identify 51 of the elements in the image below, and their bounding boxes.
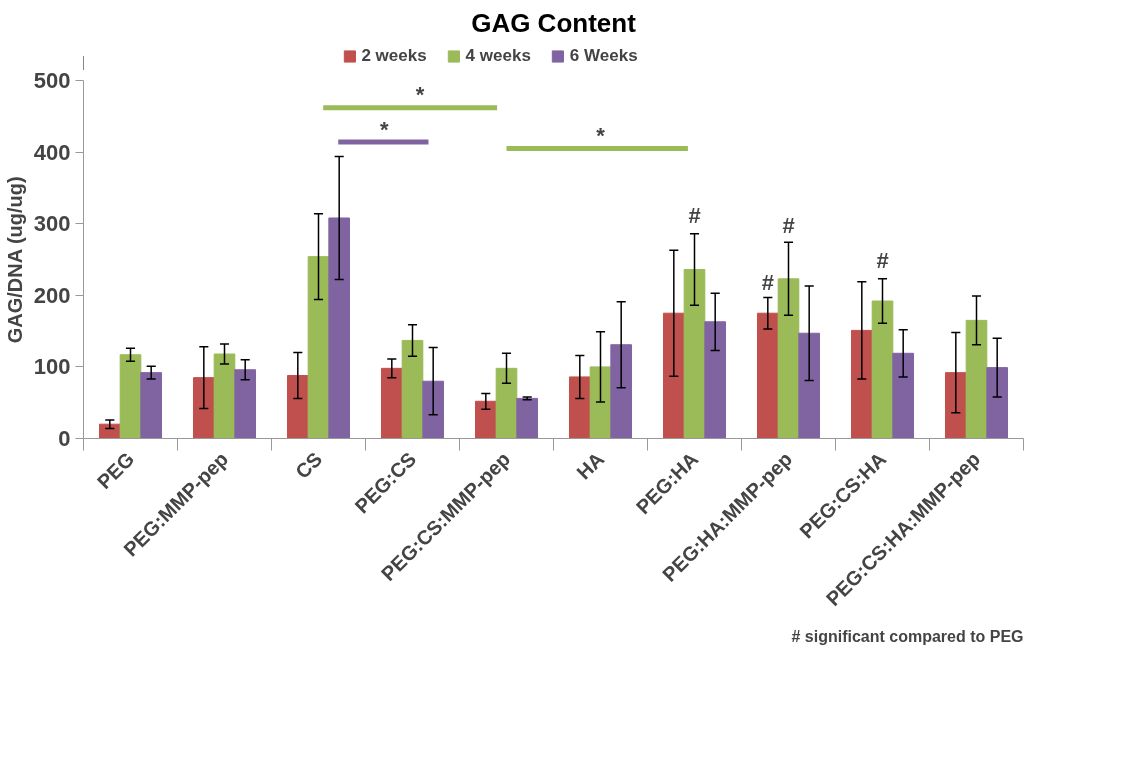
legend-label: 4 weeks <box>465 46 531 66</box>
bar <box>568 376 591 439</box>
bar <box>380 367 403 439</box>
x-tick-label: CS <box>291 447 327 483</box>
bar <box>850 329 873 439</box>
annotation: * <box>415 82 425 108</box>
bar <box>140 372 163 439</box>
legend-label: 2 weeks <box>361 46 427 66</box>
text: # significant compared to PEG <box>791 627 1024 645</box>
bar <box>892 352 915 439</box>
bar <box>474 400 497 439</box>
bar <box>328 217 351 439</box>
bar <box>756 312 779 439</box>
bar <box>589 366 612 439</box>
bar <box>944 372 967 439</box>
bar <box>422 380 445 439</box>
chart-title: GAG Content <box>471 7 637 38</box>
bar <box>798 332 821 439</box>
bar <box>119 354 142 439</box>
bar <box>516 397 539 439</box>
bar <box>307 256 330 439</box>
y-axis-title: GAG/DNA (ug/ug) <box>3 176 26 344</box>
annotation: * <box>380 116 390 142</box>
bar <box>871 300 894 439</box>
bar <box>98 423 121 439</box>
bar <box>986 367 1009 439</box>
annotation: * <box>596 123 606 149</box>
annotation: # <box>876 248 889 274</box>
bar <box>213 353 236 439</box>
bar <box>965 319 988 439</box>
bar <box>662 312 685 439</box>
bar <box>234 369 257 439</box>
annotation: # <box>782 212 795 238</box>
annotation: # <box>688 202 701 228</box>
y-tick-label: 500 <box>33 68 71 93</box>
bar <box>495 367 518 439</box>
bar <box>286 374 309 439</box>
bar <box>192 377 215 439</box>
x-tick-label: HA <box>572 447 609 484</box>
y-tick-label: 200 <box>33 282 71 308</box>
y-tick-label: 300 <box>33 211 71 237</box>
y-tick-label: 400 <box>33 139 71 165</box>
y-tick-label: 100 <box>33 354 71 380</box>
bar <box>610 344 633 439</box>
bar <box>777 278 800 439</box>
annotation: # <box>761 269 774 295</box>
legend-label: 6 Weeks <box>569 46 638 66</box>
bar <box>683 269 706 439</box>
bar <box>401 339 424 439</box>
bar <box>704 321 727 439</box>
y-tick-label: 0 <box>58 426 71 451</box>
